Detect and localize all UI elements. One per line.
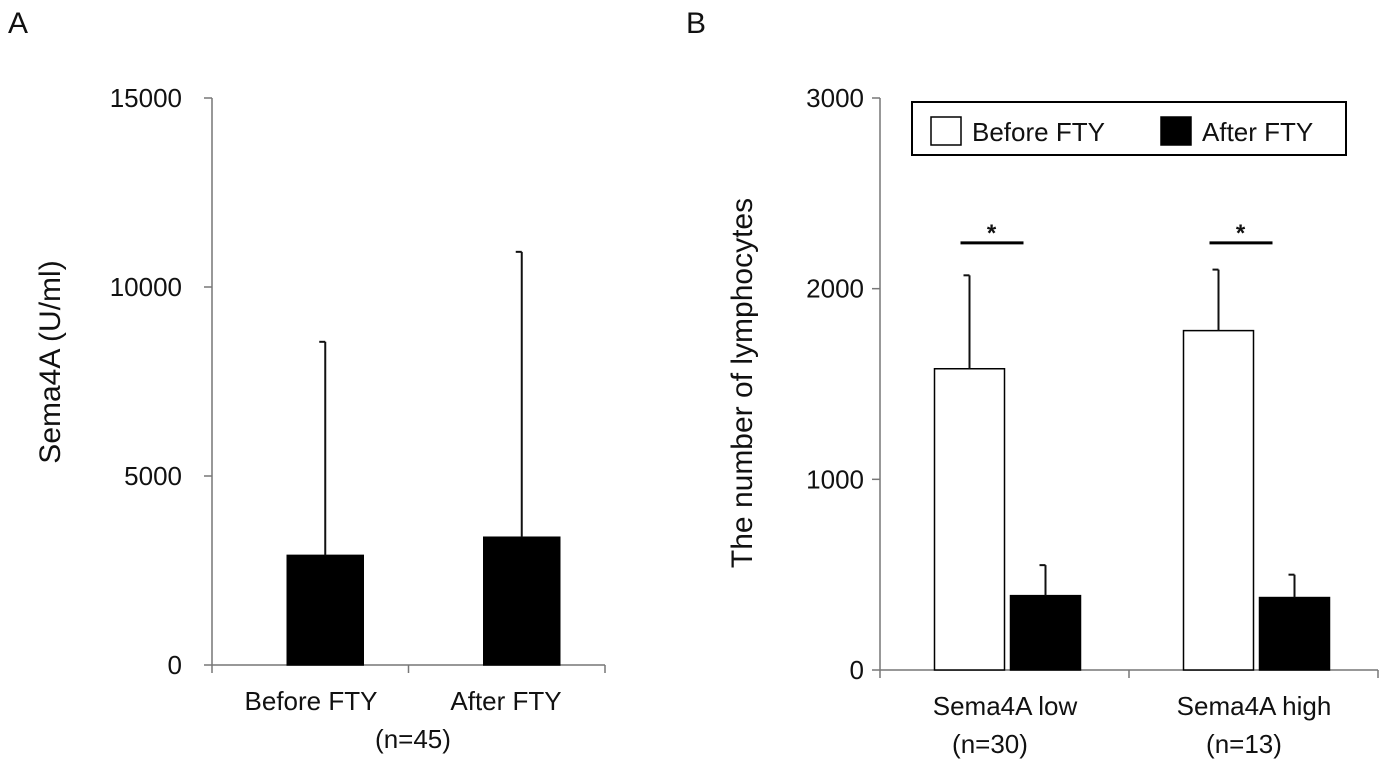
panel-a-category-label-before: Before FTY bbox=[245, 686, 378, 716]
legend-swatch-after bbox=[1160, 116, 1192, 146]
panel-b-significance-marks: * * bbox=[960, 220, 1273, 247]
panel-b-bar-before bbox=[1182, 329, 1255, 671]
panel-a-y-ticks: 0 5000 10000 15000 bbox=[110, 83, 212, 680]
panel-b-y-tick-label: 0 bbox=[850, 655, 864, 685]
panel-b-legend: Before FTY After FTY bbox=[911, 101, 1347, 156]
panel-a-bars bbox=[286, 536, 561, 666]
panel-a-bar bbox=[286, 554, 364, 666]
panel-a-error-bars bbox=[319, 250, 523, 556]
legend-swatch-before bbox=[930, 116, 962, 146]
panel-b-bar-after bbox=[1258, 596, 1331, 671]
panel-b-x-ticks bbox=[879, 670, 1379, 678]
panel-b-bar-before bbox=[933, 367, 1006, 671]
panel-b-significance-star: * bbox=[1236, 220, 1246, 247]
panel-b-letter: B bbox=[686, 7, 706, 40]
panel-b-category-label-low: Sema4A low bbox=[933, 691, 1078, 721]
panel-b-y-ticks: 0 1000 2000 3000 bbox=[806, 83, 880, 685]
panel-a-x-ticks bbox=[211, 665, 606, 673]
panel-b-significance-star: * bbox=[987, 220, 997, 247]
panel-b-y-tick-label: 1000 bbox=[806, 464, 864, 494]
panel-a-y-tick-label: 5000 bbox=[124, 461, 182, 491]
panel-a-y-tick-label: 0 bbox=[168, 650, 182, 680]
panel-b: B The number of lymphocytes 0 1000 2000 300… bbox=[686, 7, 1379, 759]
panel-a-y-tick-label: 15000 bbox=[110, 83, 182, 113]
legend-label-after: After FTY bbox=[1202, 117, 1313, 147]
panel-b-bar-after bbox=[1009, 594, 1082, 671]
panel-b-category-label-high: Sema4A high bbox=[1177, 691, 1332, 721]
panel-a-bar bbox=[483, 536, 561, 666]
panel-b-y-axis-label: The number of lymphocytes bbox=[726, 198, 759, 568]
panel-a-group-caption: (n=45) bbox=[375, 724, 451, 754]
panel-a-y-axis-label: Sema4A (U/ml) bbox=[34, 260, 67, 463]
panel-a: A Sema4A (U/ml) 0 5000 10000 15000 Before F… bbox=[8, 7, 606, 754]
panel-b-y-tick-label: 2000 bbox=[806, 274, 864, 304]
panel-a-category-label-after: After FTY bbox=[450, 686, 561, 716]
legend-label-before: Before FTY bbox=[972, 117, 1105, 147]
panel-b-caption-high: (n=13) bbox=[1206, 729, 1282, 759]
panel-a-y-tick-label: 10000 bbox=[110, 272, 182, 302]
panel-b-y-tick-label: 3000 bbox=[806, 83, 864, 113]
panel-b-bars bbox=[933, 329, 1331, 671]
panel-b-error-bars bbox=[963, 268, 1296, 598]
panel-b-caption-low: (n=30) bbox=[952, 729, 1028, 759]
legend-frame bbox=[911, 101, 1347, 156]
panel-a-letter: A bbox=[8, 7, 28, 40]
